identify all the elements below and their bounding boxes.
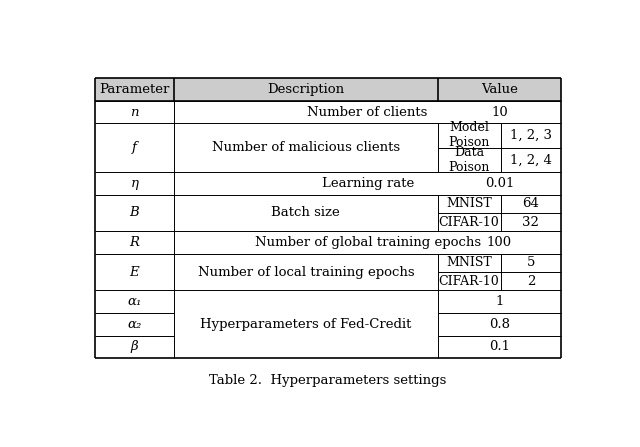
Text: Model
Poison: Model Poison	[449, 122, 490, 149]
Text: CIFAR-10: CIFAR-10	[438, 275, 499, 288]
Text: Data
Poison: Data Poison	[449, 146, 490, 174]
Text: Learning rate: Learning rate	[321, 177, 413, 190]
Text: Number of global training epochs: Number of global training epochs	[255, 236, 481, 249]
Text: CIFAR-10: CIFAR-10	[438, 215, 499, 228]
Text: 100: 100	[487, 236, 512, 249]
FancyBboxPatch shape	[95, 78, 561, 101]
Text: Value: Value	[481, 83, 518, 96]
Text: 0.1: 0.1	[489, 341, 510, 354]
Text: 2: 2	[527, 275, 535, 288]
Text: Parameter: Parameter	[99, 83, 170, 96]
Text: Table 2.  Hyperparameters settings: Table 2. Hyperparameters settings	[209, 374, 447, 387]
Text: α₂: α₂	[127, 318, 141, 331]
Text: 0.8: 0.8	[489, 318, 510, 331]
Text: Number of malicious clients: Number of malicious clients	[212, 141, 400, 154]
Text: 32: 32	[522, 215, 540, 228]
Text: n: n	[131, 105, 139, 118]
Text: R: R	[129, 236, 140, 249]
Text: 1, 2, 4: 1, 2, 4	[510, 153, 552, 166]
Text: 5: 5	[527, 257, 535, 270]
Text: B: B	[130, 207, 140, 219]
Text: 1, 2, 3: 1, 2, 3	[510, 129, 552, 142]
Text: β: β	[131, 341, 138, 354]
Text: η: η	[131, 177, 138, 190]
Text: Batch size: Batch size	[271, 207, 340, 219]
Text: α₁: α₁	[127, 295, 141, 308]
Text: Hyperparameters of Fed-Credit: Hyperparameters of Fed-Credit	[200, 318, 412, 331]
Text: 0.01: 0.01	[484, 177, 514, 190]
Text: f: f	[132, 141, 137, 154]
Text: Number of clients: Number of clients	[307, 105, 428, 118]
Text: 1: 1	[495, 295, 504, 308]
Text: Number of local training epochs: Number of local training epochs	[198, 266, 414, 278]
Text: 10: 10	[491, 105, 508, 118]
Text: Description: Description	[268, 83, 344, 96]
Text: MNIST: MNIST	[446, 197, 492, 210]
Text: E: E	[130, 266, 140, 278]
Text: 64: 64	[522, 197, 540, 210]
Text: MNIST: MNIST	[446, 257, 492, 270]
